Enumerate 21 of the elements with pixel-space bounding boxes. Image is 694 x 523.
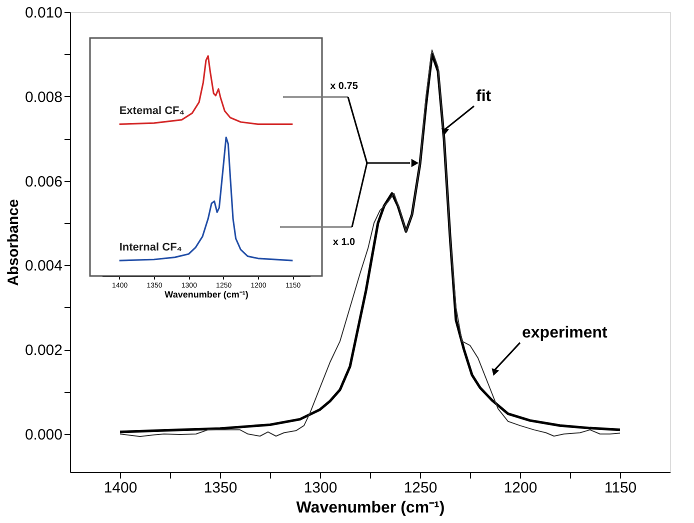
x-tick-label: 1300 <box>304 480 338 496</box>
x-tick-label: 1350 <box>204 480 238 496</box>
series-label: Extemal CF₄ <box>119 105 184 118</box>
x-axis-title: Wavenumber (cm⁻¹) <box>164 290 248 300</box>
x-tick-label: 1250 <box>404 480 438 496</box>
y-axis-title: Absorbance <box>4 199 22 286</box>
annotation: x 0.75 <box>330 81 358 92</box>
annotation: x 1.0 <box>332 237 356 248</box>
x-tick-label: 1400 <box>104 480 138 496</box>
annotation: experiment <box>522 324 608 342</box>
x-tick-label: 1150 <box>604 480 637 496</box>
y-tick-label: 0.008 <box>24 88 62 106</box>
y-tick-label: 0.006 <box>24 173 62 190</box>
annotation: fit <box>476 88 492 106</box>
x-axis-title: Wavenumber (cm⁻¹) <box>296 500 445 516</box>
x-tick-label: 1200 <box>504 480 538 496</box>
y-tick-label: 0.004 <box>24 258 62 275</box>
series-label: Internal CF₄ <box>119 242 182 254</box>
y-tick-label: 0.010 <box>24 4 62 22</box>
y-tick-label: 0.000 <box>24 426 62 444</box>
y-tick-label: 0.002 <box>24 342 62 360</box>
